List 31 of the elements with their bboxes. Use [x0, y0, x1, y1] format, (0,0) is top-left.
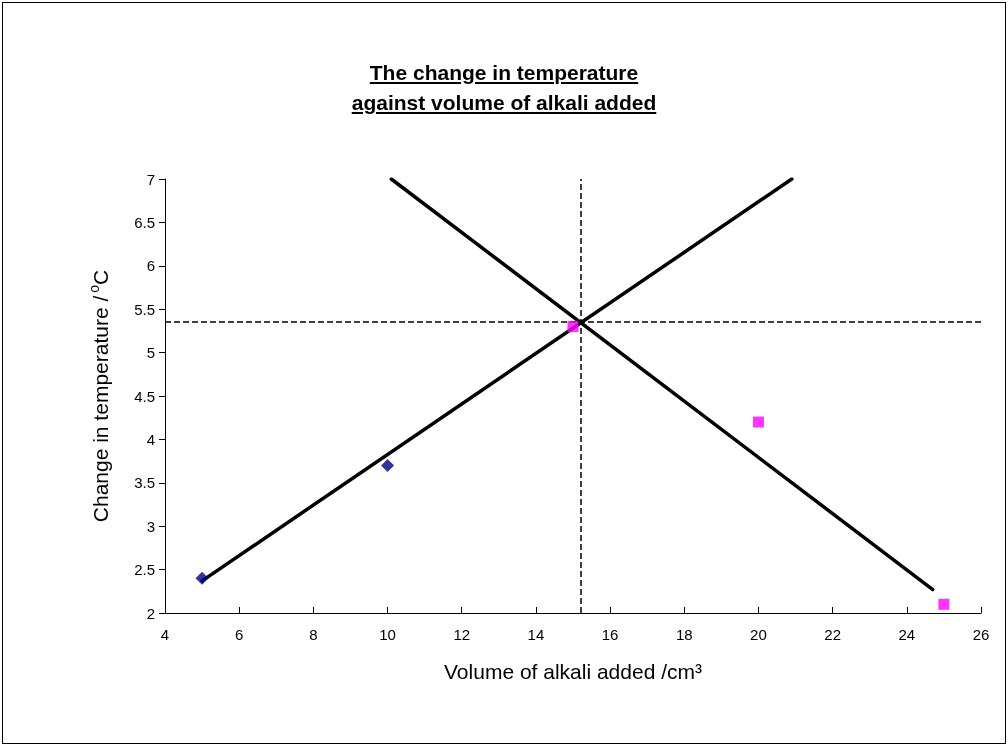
point	[938, 598, 950, 610]
x-tick-label: 8	[309, 626, 318, 643]
x-tick-label: 18	[675, 626, 693, 643]
x-tick-label: 26	[972, 626, 990, 643]
x-tick-label: 12	[453, 626, 471, 643]
y-tick-label: 3.5	[134, 474, 155, 492]
x-tick-label: 16	[601, 626, 619, 643]
x-tick-label: 24	[898, 626, 916, 643]
y-tick-label: 6	[146, 257, 155, 275]
x-tick-label: 10	[379, 626, 396, 643]
y-tick-label: 5	[146, 344, 155, 362]
x-tick-label: 4	[160, 626, 170, 643]
y-tick-label: 7	[146, 170, 155, 188]
point	[567, 321, 579, 333]
y-tick-label: 5.5	[134, 300, 155, 318]
point	[752, 416, 764, 428]
x-tick-label: 20	[750, 626, 767, 643]
y-tick-label: 2	[146, 604, 155, 622]
y-axis-title: Change in temperature /oC	[86, 269, 112, 523]
x-tick-label: 6	[235, 626, 244, 643]
y-tick-label: 6.5	[134, 213, 155, 231]
y-tick-label: 2.5	[134, 561, 155, 579]
y-tick-label: 4.5	[134, 387, 155, 405]
x-tick-label: 14	[527, 626, 545, 643]
x-tick-label: 22	[824, 626, 841, 643]
point	[381, 458, 395, 472]
point	[195, 571, 209, 585]
y-tick-label: 4	[146, 430, 155, 448]
x-axis-title: Volume of alkali added /cm³	[444, 660, 702, 683]
chart-title: The change in temperature against volume of alkali added	[350, 60, 658, 116]
y-tick-label: 3	[146, 517, 155, 535]
